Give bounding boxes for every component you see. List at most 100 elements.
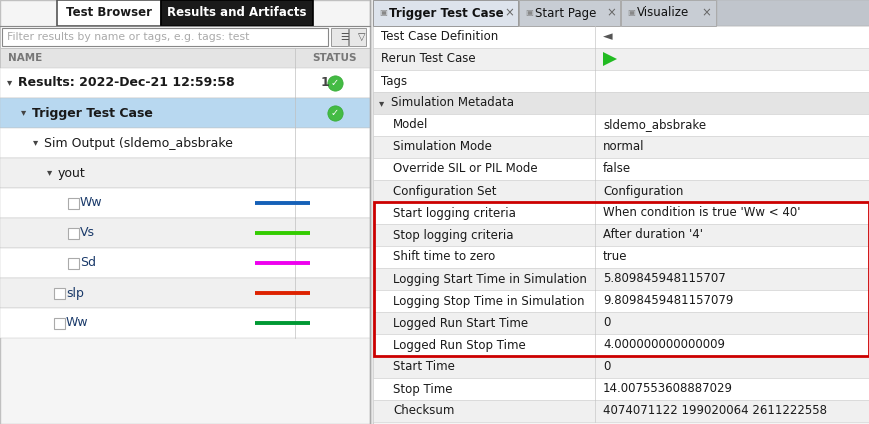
- Bar: [54, 287, 65, 298]
- Text: Simulation Metadata: Simulation Metadata: [390, 97, 514, 109]
- Bar: [373, 48, 869, 70]
- Text: ▣: ▣: [525, 8, 533, 17]
- Bar: [330, 28, 348, 46]
- Bar: [0, 278, 369, 308]
- Bar: [0, 158, 369, 188]
- Bar: [620, 0, 715, 26]
- Text: Tags: Tags: [381, 75, 407, 87]
- Bar: [2, 28, 328, 46]
- Bar: [0, 26, 369, 48]
- Text: Results: 2022-Dec-21 12:59:58: Results: 2022-Dec-21 12:59:58: [18, 76, 235, 89]
- Text: Trigger Test Case: Trigger Test Case: [388, 6, 503, 20]
- Bar: [373, 224, 869, 246]
- Text: ×: ×: [503, 6, 514, 20]
- Text: 4074071122 199020064 2611222558: 4074071122 199020064 2611222558: [602, 404, 826, 418]
- Bar: [373, 114, 869, 136]
- Bar: [373, 136, 869, 158]
- Text: Start Time: Start Time: [393, 360, 454, 374]
- Bar: [373, 0, 869, 424]
- Text: After duration '4': After duration '4': [602, 229, 702, 242]
- Text: Logging Start Time in Simulation: Logging Start Time in Simulation: [393, 273, 587, 285]
- Polygon shape: [602, 52, 616, 66]
- Bar: [161, 0, 313, 26]
- Text: ▾: ▾: [21, 107, 26, 117]
- Bar: [0, 98, 369, 128]
- Text: Checksum: Checksum: [393, 404, 454, 418]
- Text: Start logging criteria: Start logging criteria: [393, 206, 515, 220]
- Text: ✓: ✓: [330, 78, 339, 88]
- Bar: [373, 158, 869, 180]
- Text: ◄: ◄: [602, 31, 612, 44]
- Text: false: false: [602, 162, 630, 176]
- Text: Sd: Sd: [80, 257, 96, 270]
- Text: Logged Run Stop Time: Logged Run Stop Time: [393, 338, 525, 351]
- Bar: [0, 0, 369, 424]
- Text: Test Case Definition: Test Case Definition: [381, 31, 498, 44]
- Bar: [373, 70, 869, 92]
- Bar: [373, 180, 869, 202]
- Text: normal: normal: [602, 140, 644, 153]
- Text: Test Browser: Test Browser: [66, 6, 152, 20]
- Text: Ww: Ww: [66, 316, 89, 329]
- Text: 5.809845948115707: 5.809845948115707: [602, 273, 725, 285]
- Text: 0: 0: [602, 316, 610, 329]
- Bar: [54, 318, 65, 329]
- Bar: [519, 0, 620, 26]
- Text: Filter results by name or tags, e.g. tags: test: Filter results by name or tags, e.g. tag…: [7, 32, 249, 42]
- Bar: [374, 202, 868, 356]
- Text: Stop Time: Stop Time: [393, 382, 452, 396]
- Bar: [373, 312, 869, 334]
- Bar: [57, 0, 161, 26]
- Text: Override SIL or PIL Mode: Override SIL or PIL Mode: [393, 162, 537, 176]
- Bar: [373, 290, 869, 312]
- Text: ▽: ▽: [357, 32, 365, 42]
- Bar: [716, 0, 869, 26]
- Text: 1: 1: [321, 76, 329, 89]
- Text: Sim Output (sldemo_absbrake: Sim Output (sldemo_absbrake: [44, 137, 233, 150]
- Text: ▣: ▣: [379, 8, 387, 17]
- Bar: [0, 48, 369, 68]
- Text: Stop logging criteria: Stop logging criteria: [393, 229, 513, 242]
- Bar: [373, 0, 518, 26]
- Bar: [68, 198, 79, 209]
- Bar: [0, 128, 369, 158]
- Text: NAME: NAME: [8, 53, 43, 63]
- Bar: [0, 218, 369, 248]
- Text: Configuration Set: Configuration Set: [393, 184, 496, 198]
- Text: Visualize: Visualize: [636, 6, 688, 20]
- Text: ☰: ☰: [340, 32, 348, 42]
- Bar: [0, 188, 369, 218]
- Bar: [373, 92, 869, 114]
- Text: sldemo_absbrake: sldemo_absbrake: [602, 118, 706, 131]
- Text: 4.000000000000009: 4.000000000000009: [602, 338, 724, 351]
- Bar: [0, 248, 369, 278]
- Text: Ww: Ww: [80, 196, 103, 209]
- Text: Rerun Test Case: Rerun Test Case: [381, 53, 475, 65]
- Text: ✓: ✓: [330, 108, 339, 118]
- Text: 14.007553608887029: 14.007553608887029: [602, 382, 733, 396]
- Bar: [373, 400, 869, 422]
- Text: Start Page: Start Page: [534, 6, 596, 20]
- Text: ▾: ▾: [33, 137, 38, 147]
- Text: When condition is true 'Ww < 40': When condition is true 'Ww < 40': [602, 206, 799, 220]
- Text: Configuration: Configuration: [602, 184, 682, 198]
- Bar: [373, 202, 869, 224]
- Bar: [373, 334, 869, 356]
- Bar: [68, 228, 79, 238]
- Text: ▾: ▾: [7, 77, 12, 87]
- Text: Logging Stop Time in Simulation: Logging Stop Time in Simulation: [393, 295, 584, 307]
- Text: Vs: Vs: [80, 226, 95, 240]
- Text: Results and Artifacts: Results and Artifacts: [167, 6, 307, 20]
- Text: ×: ×: [701, 6, 711, 20]
- Text: ▣: ▣: [627, 8, 634, 17]
- Text: ×: ×: [606, 6, 615, 20]
- Bar: [373, 378, 869, 400]
- Text: slp: slp: [66, 287, 83, 299]
- Text: 0: 0: [602, 360, 610, 374]
- Text: Simulation Mode: Simulation Mode: [393, 140, 491, 153]
- Text: yout: yout: [58, 167, 86, 179]
- Text: Shift time to zero: Shift time to zero: [393, 251, 494, 263]
- Bar: [373, 26, 869, 48]
- Bar: [348, 28, 366, 46]
- Bar: [373, 356, 869, 378]
